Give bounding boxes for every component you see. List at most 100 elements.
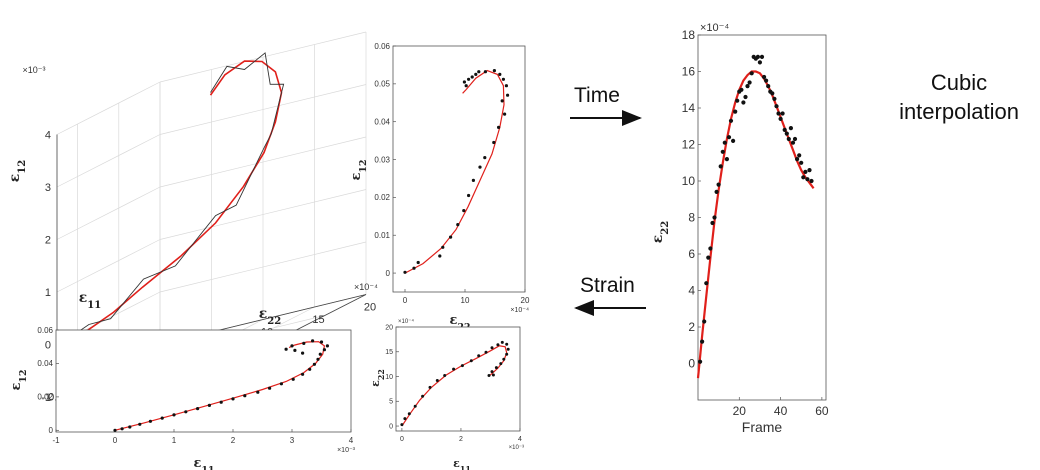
data-point [731, 138, 736, 143]
x-tick-label: 4 [518, 436, 522, 443]
y-tick-label: 0 [688, 357, 695, 371]
data-point [477, 354, 481, 358]
data-point [487, 374, 491, 377]
cubic-label-line-2: interpolation [899, 99, 1019, 124]
data-point [279, 382, 283, 386]
data-point [464, 84, 468, 88]
data-point [256, 390, 260, 394]
x-axis-label: Frame [742, 419, 783, 435]
data-point [728, 118, 734, 123]
y-tick-label: 20 [385, 324, 393, 331]
x-axis-label: ε11 [453, 457, 471, 470]
data-point [491, 373, 495, 377]
data-point [799, 160, 804, 165]
data-point [772, 96, 777, 101]
data-point [301, 372, 305, 376]
data-point [184, 410, 188, 414]
data-point [504, 84, 508, 88]
data-point [243, 394, 247, 398]
data-point [477, 70, 481, 74]
data-point [786, 136, 791, 142]
data-point [148, 419, 152, 423]
data-point [805, 177, 810, 182]
data-point [412, 266, 416, 270]
data-point [467, 77, 471, 81]
data-point [319, 340, 324, 344]
fit-curve [696, 70, 815, 379]
data-point [490, 370, 494, 374]
data-point [435, 379, 439, 382]
data-point [792, 136, 798, 142]
data-point [322, 348, 326, 352]
data-point [207, 403, 211, 407]
data-point [739, 87, 744, 92]
data-point [325, 344, 329, 348]
y-tick-label: 0.03 [374, 155, 390, 164]
z-exponent-label: ×10⁻³ [22, 65, 45, 75]
y-tick-label: 4 [688, 284, 695, 298]
y-tick-label: 0.04 [374, 117, 390, 126]
data-point [788, 126, 794, 131]
data-point [478, 165, 482, 169]
data-point [716, 182, 721, 187]
data-point [219, 400, 223, 404]
data-point [113, 428, 117, 432]
grid-line [56, 186, 161, 240]
data-point [747, 80, 752, 85]
data-point [428, 385, 432, 389]
data-point [726, 135, 732, 140]
data-point [492, 140, 496, 145]
data-point [774, 104, 779, 109]
data-point [803, 169, 808, 174]
y-axis-label: ε22 [259, 306, 282, 327]
x-tick-label: 0 [400, 436, 404, 443]
data-point [469, 359, 473, 363]
data-point [293, 348, 297, 352]
data-point [500, 99, 504, 103]
data-point [749, 71, 754, 76]
data-point [413, 404, 417, 408]
data-point [494, 366, 498, 370]
chart-e22-vs-e11: 0 2 4 0 5 10 15 20 ×10⁻³ ×10⁻⁴ ε11 ε22 [369, 318, 524, 470]
data-point [484, 350, 488, 354]
plot-area [697, 34, 827, 401]
z-tick-label: 2 [45, 235, 51, 247]
y-tick-label: 16 [682, 65, 696, 79]
fit-curve [114, 341, 326, 431]
data-point [762, 74, 767, 80]
data-point [471, 178, 475, 182]
y-exponent-label: ×10⁻⁴ [354, 282, 378, 292]
data-point [502, 357, 506, 361]
data-point [462, 80, 466, 84]
x-tick-label: -1 [52, 436, 60, 445]
y-tick-label: 8 [688, 211, 695, 225]
z-tick-label: 1 [45, 287, 51, 299]
cubic-label-line-1: Cubic [930, 70, 988, 95]
data-point [403, 270, 407, 274]
data-point [712, 215, 717, 220]
cubic-interpolation-label: Cubic interpolation [884, 68, 1034, 126]
data-point [807, 168, 812, 173]
data-point [743, 94, 748, 100]
y-tick-label: 14 [682, 101, 696, 115]
z-tick-label: 4 [45, 130, 51, 142]
grid-line [56, 81, 161, 135]
y-exponent-label: ×10⁻⁴ [700, 22, 729, 34]
data-point [400, 423, 404, 427]
data-point [462, 209, 466, 213]
y-axis-label: ε22 [650, 221, 671, 244]
data-point [710, 220, 715, 226]
z-tick-label: 3 [45, 182, 51, 194]
data-point [302, 341, 306, 345]
data-point [700, 339, 705, 344]
data-point [456, 223, 460, 227]
x-tick-label: 20 [733, 404, 747, 418]
x-axis-label: ε11 [194, 456, 215, 470]
data-point [735, 98, 740, 103]
z-axis-label: ε12 [7, 160, 28, 183]
data-point [231, 397, 235, 401]
data-point [778, 116, 783, 121]
x-tick-label: 10 [461, 296, 470, 305]
data-point [441, 245, 445, 249]
data-point [311, 339, 315, 343]
